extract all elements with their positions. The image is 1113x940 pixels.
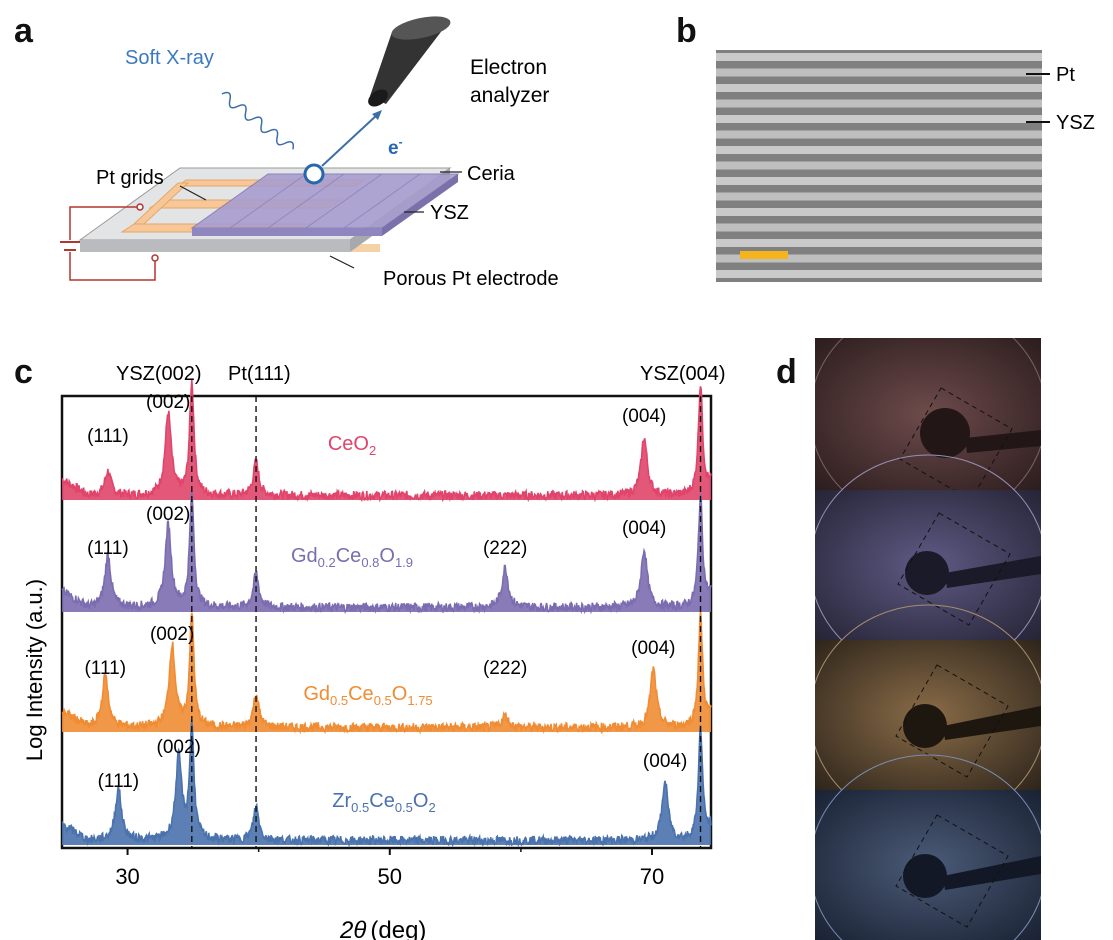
label-ysz-a: YSZ bbox=[430, 202, 469, 224]
series-name-part: O bbox=[379, 545, 395, 567]
peak-label: (111) bbox=[84, 658, 126, 679]
series-name-part: 0.5 bbox=[395, 800, 413, 815]
ref-label-pt111: Pt(111) bbox=[228, 363, 291, 385]
label-electron-sup: - bbox=[399, 135, 403, 149]
scale-bar bbox=[740, 251, 788, 259]
diffraction-image-3 bbox=[815, 604, 1041, 826]
peak-label: (004) bbox=[643, 751, 687, 772]
x-tick-label: 70 bbox=[640, 864, 664, 889]
label-analyzer-1: Electron bbox=[470, 56, 547, 79]
series-name-part: CeO bbox=[328, 433, 369, 455]
peak-label: (004) bbox=[631, 638, 675, 659]
electron-arrow bbox=[321, 113, 379, 167]
peak-label: (002) bbox=[146, 504, 190, 525]
x-tick-label: 30 bbox=[115, 864, 139, 889]
diffraction-image-2 bbox=[815, 454, 1041, 676]
peak-label: (222) bbox=[483, 538, 527, 559]
series-name-part: 0.5 bbox=[330, 693, 348, 708]
y-axis-label: Log Intensity (a.u.) bbox=[22, 579, 47, 761]
series-name-part: 1.9 bbox=[395, 555, 413, 570]
x-axis-unit: (deg) bbox=[370, 917, 426, 940]
series-name-part: 0.5 bbox=[351, 800, 369, 815]
series-name: Gd0.5Ce0.5O1.75 bbox=[303, 683, 432, 708]
analyzer-cone-icon bbox=[368, 16, 451, 107]
svg-text:2θ(deg): 2θ (deg) bbox=[339, 917, 426, 940]
series-name-part: Gd bbox=[303, 683, 330, 705]
series-name-part: Ce bbox=[348, 683, 374, 705]
circuit-wires bbox=[60, 206, 156, 281]
series-name-part: 2 bbox=[369, 443, 376, 458]
series-name: Zr0.5Ce0.5O2 bbox=[332, 790, 435, 815]
plot-frame bbox=[60, 394, 713, 850]
series-name-part: O bbox=[392, 683, 408, 705]
label-analyzer-2: analyzer bbox=[470, 84, 549, 107]
peak-label: (111) bbox=[87, 538, 129, 559]
label-ysz-b: YSZ bbox=[1056, 112, 1095, 134]
panel-label-b: b bbox=[676, 12, 697, 50]
xray-wave bbox=[221, 91, 295, 150]
peak-label: (002) bbox=[150, 624, 194, 645]
contact-top bbox=[136, 203, 144, 211]
label-ceria: Ceria bbox=[467, 163, 516, 185]
panel-d-images bbox=[815, 338, 1041, 940]
panel-label-a: a bbox=[14, 12, 33, 50]
series-name-part: 0.2 bbox=[318, 555, 336, 570]
contact-bottom bbox=[151, 254, 159, 262]
series-name-part: 2 bbox=[428, 800, 435, 815]
peak-label: (002) bbox=[157, 737, 201, 758]
panel-b-sem: Pt YSZ bbox=[716, 50, 1095, 282]
x-axis-symbol: 2θ bbox=[339, 917, 366, 940]
panel-label-c: c bbox=[14, 353, 33, 391]
diffraction-image-1 bbox=[815, 338, 1041, 525]
series-name: CeO2 bbox=[328, 433, 376, 458]
svg-text:e-: e- bbox=[388, 135, 403, 159]
sem-stripes bbox=[716, 53, 1042, 278]
series-name-part: 1.75 bbox=[407, 693, 432, 708]
xrd-chart: 30 50 70(111)(002)(004)CeO2(111)(002)(222)… bbox=[22, 363, 726, 940]
x-tick-label: 50 bbox=[378, 864, 402, 889]
series-name-part: 0.5 bbox=[374, 693, 392, 708]
diffraction-image-4 bbox=[815, 754, 1041, 940]
label-pt-b: Pt bbox=[1056, 64, 1075, 86]
label-electron: e bbox=[388, 138, 399, 159]
series-name-part: Ce bbox=[369, 790, 395, 812]
ysz-substrate-front bbox=[80, 240, 350, 252]
series-fill bbox=[62, 719, 711, 845]
series-name-part: 0.8 bbox=[361, 555, 379, 570]
label-porous: Porous Pt electrode bbox=[383, 268, 559, 290]
label-pt-grids: Pt grids bbox=[96, 167, 164, 189]
panel-label-d: d bbox=[776, 353, 797, 391]
peak-label: (222) bbox=[483, 658, 527, 679]
label-soft-xray: Soft X-ray bbox=[125, 47, 214, 69]
ref-label-ysz002: YSZ(002) bbox=[116, 363, 202, 385]
series-name-part: Ce bbox=[336, 545, 362, 567]
series-name-part: O bbox=[413, 790, 429, 812]
ceria-front bbox=[192, 228, 382, 236]
peak-label: (004) bbox=[622, 518, 666, 539]
beam-spot bbox=[303, 163, 325, 185]
series-name: Gd0.2Ce0.8O1.9 bbox=[291, 545, 413, 570]
series-name-part: Gd bbox=[291, 545, 318, 567]
series-name-part: Zr bbox=[332, 790, 351, 812]
panel-a-schematic: Soft X-ray e- Electron analyzer Pt grids… bbox=[60, 16, 559, 290]
peak-label: (004) bbox=[622, 406, 666, 427]
ref-label-ysz004: YSZ(004) bbox=[640, 363, 726, 385]
peak-label: (002) bbox=[146, 392, 190, 413]
peak-label: (111) bbox=[87, 426, 129, 447]
peak-label: (111) bbox=[98, 771, 140, 792]
